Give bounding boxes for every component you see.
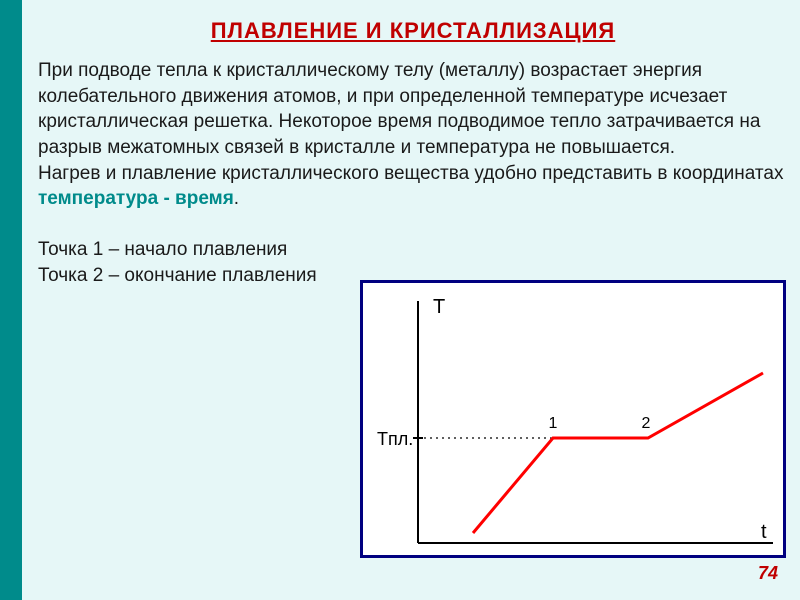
paragraph-2c: . xyxy=(234,188,239,209)
paragraph-2b-emph: температура - время xyxy=(38,188,234,209)
paragraph-2a: Нагрев и плавление кристаллического веще… xyxy=(38,163,783,184)
point-1-label: 1 xyxy=(549,415,558,432)
melting-chart: T t Tпл. 1 2 xyxy=(360,280,786,558)
page-number: 74 xyxy=(758,563,778,584)
slide-title: ПЛАВЛЕНИЕ И КРИСТАЛЛИЗАЦИЯ xyxy=(38,18,788,44)
point-1-text: Точка 1 – начало плавления xyxy=(38,239,287,260)
side-accent-bar xyxy=(0,0,22,600)
body-text-block: При подводе тепла к кристаллическому тел… xyxy=(38,58,788,289)
slide-content: ПЛАВЛЕНИЕ И КРИСТАЛЛИЗАЦИЯ При подводе т… xyxy=(22,0,800,600)
tpl-label: Tпл. xyxy=(377,429,413,449)
x-axis-label: t xyxy=(761,521,767,543)
point-2-text: Точка 2 – окончание плавления xyxy=(38,265,317,286)
chart-svg: T t Tпл. 1 2 xyxy=(363,283,783,555)
y-axis-label: T xyxy=(433,296,445,318)
temperature-curve xyxy=(473,373,763,533)
point-2-label: 2 xyxy=(642,415,651,432)
paragraph-1: При подводе тепла к кристаллическому тел… xyxy=(38,60,760,158)
